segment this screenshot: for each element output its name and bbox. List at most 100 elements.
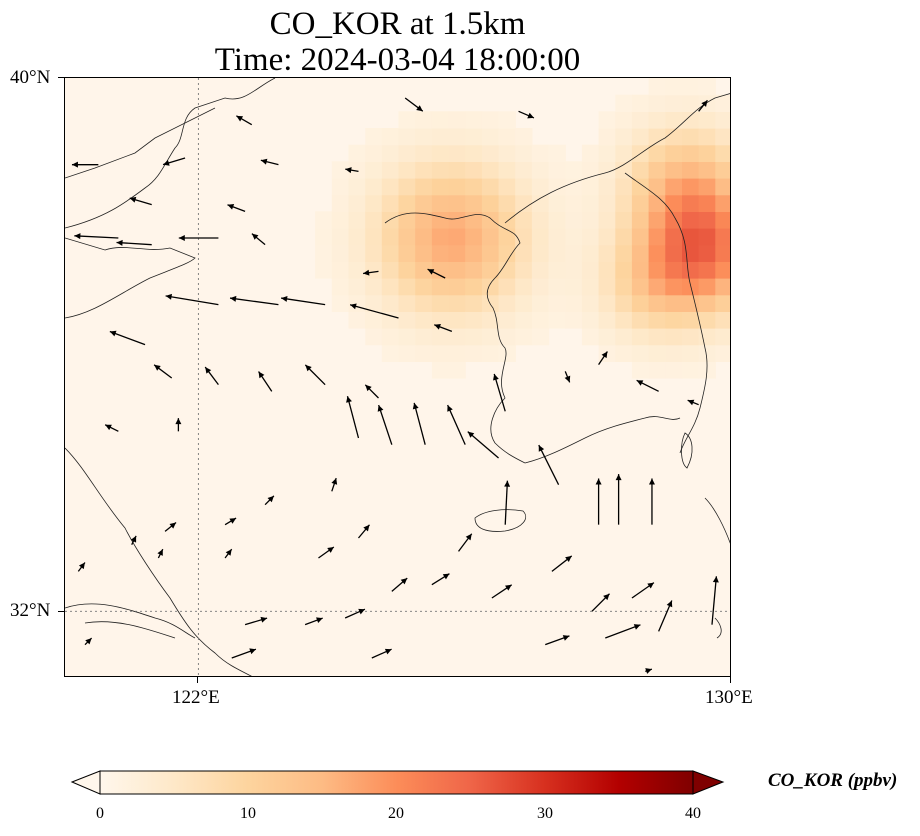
field-cell — [631, 111, 650, 129]
field-cell — [548, 211, 566, 229]
field-cell — [515, 161, 533, 179]
field-cell — [415, 294, 433, 312]
field-cell — [315, 261, 333, 279]
field-cell — [548, 244, 566, 262]
field-cell — [415, 228, 433, 246]
field-cell — [581, 161, 600, 179]
field-cell — [448, 261, 466, 279]
field-cell — [581, 261, 600, 279]
field-cell — [331, 161, 350, 179]
field-cell — [715, 194, 730, 212]
field-cell — [481, 128, 500, 146]
field-cell — [698, 194, 716, 212]
field-cell — [548, 194, 566, 212]
coastline-shandong — [65, 237, 196, 319]
wind-arrow — [605, 624, 641, 639]
field-cell — [465, 228, 483, 246]
field-cell — [431, 128, 450, 146]
map-panel — [64, 77, 731, 677]
wind-arrow — [371, 648, 392, 659]
field-cell — [682, 111, 700, 129]
wind-arrow — [551, 555, 573, 572]
wind-arrow — [357, 524, 370, 539]
field-cell — [648, 144, 666, 162]
field-cell — [398, 111, 416, 129]
field-cell — [598, 294, 616, 312]
field-cell — [531, 194, 550, 212]
field-cell — [431, 211, 450, 229]
field-cell — [665, 228, 683, 246]
field-cell — [515, 178, 533, 196]
wind-arrow — [153, 364, 173, 379]
field-cell — [498, 311, 516, 329]
field-cell — [598, 111, 616, 129]
field-cell — [598, 178, 616, 196]
field-cell — [648, 111, 666, 129]
field-cell — [481, 311, 500, 329]
wind-arrow — [224, 548, 233, 559]
field-cell — [631, 328, 650, 346]
wind-arrow — [165, 293, 219, 306]
field-cell — [431, 294, 450, 312]
field-cell — [331, 178, 350, 196]
field-cell — [398, 194, 416, 212]
field-cell — [715, 328, 730, 346]
field-cell — [531, 244, 550, 262]
lon-tick-130e: 130°E — [705, 687, 753, 708]
field-cell — [682, 311, 700, 329]
wind-arrow — [427, 268, 446, 279]
field-cell — [631, 244, 650, 262]
field-cell — [448, 178, 466, 196]
field-cell — [365, 144, 383, 162]
field-cell — [381, 328, 400, 346]
field-cell — [498, 294, 516, 312]
field-cell — [365, 261, 383, 279]
field-cell — [348, 161, 366, 179]
wind-arrow — [648, 478, 655, 525]
wind-arrow — [71, 161, 99, 168]
field-cell — [431, 244, 450, 262]
field-cell — [715, 94, 730, 112]
field-cell — [365, 178, 383, 196]
wind-arrow — [538, 444, 560, 485]
field-cell — [498, 128, 516, 146]
field-cell — [548, 178, 566, 196]
wind-arrow — [229, 295, 279, 306]
wind-arrow — [636, 379, 659, 392]
wind-arrow — [412, 402, 426, 445]
field-cell — [715, 344, 730, 362]
field-cell — [548, 311, 566, 329]
field-cell — [381, 311, 400, 329]
field-cell — [648, 328, 666, 346]
field-cell — [465, 128, 483, 146]
wind-arrow — [631, 582, 655, 599]
field-cell — [631, 294, 650, 312]
wind-arrow — [491, 584, 513, 599]
field-cell — [415, 178, 433, 196]
lat-tick-mark-40n — [58, 77, 64, 78]
field-cell — [565, 194, 583, 212]
field-cell — [398, 311, 416, 329]
field-cell — [698, 344, 716, 362]
coastline-yangtze — [65, 603, 196, 639]
field-cell — [565, 161, 583, 179]
colorbar-tick-10: 10 — [240, 805, 256, 822]
field-cell — [631, 278, 650, 296]
field-cell — [615, 294, 633, 312]
field-cell — [331, 194, 350, 212]
field-cell — [448, 111, 466, 129]
field-cell — [715, 311, 730, 329]
field-cell — [648, 244, 666, 262]
field-cell — [598, 344, 616, 362]
wind-arrow — [260, 158, 279, 166]
field-cell — [331, 211, 350, 229]
field-cell — [598, 161, 616, 179]
field-cell — [631, 94, 650, 112]
field-cell — [581, 211, 600, 229]
coastlines — [65, 78, 730, 676]
field-cell — [581, 228, 600, 246]
field-cell — [515, 211, 533, 229]
field-cell — [381, 194, 400, 212]
field-cell — [448, 361, 466, 379]
field-cell — [381, 144, 400, 162]
